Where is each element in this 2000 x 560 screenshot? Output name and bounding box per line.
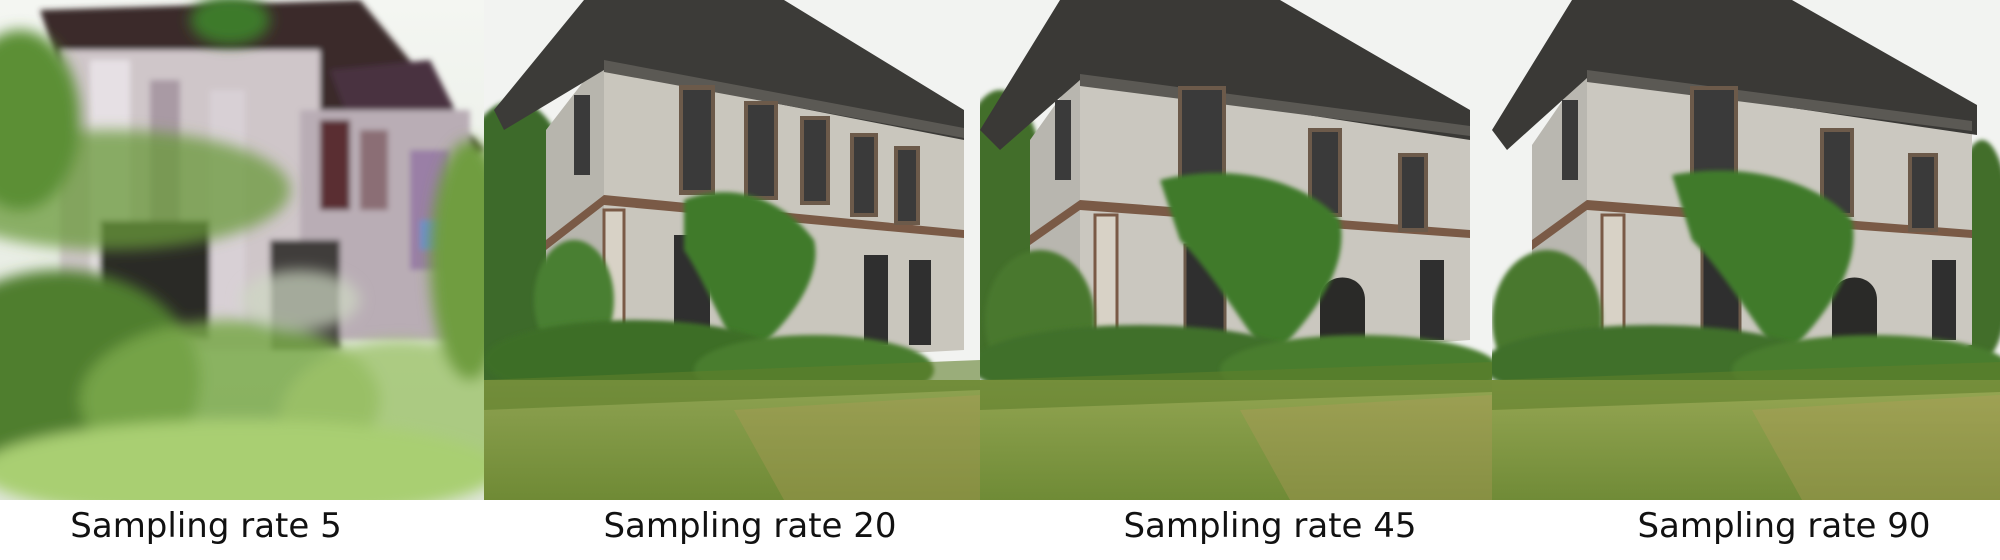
caption-sampling-45: Sampling rate 45 <box>1123 506 1417 546</box>
caption-sampling-20: Sampling rate 20 <box>603 506 897 546</box>
image-strip <box>0 0 2000 500</box>
house-image-90 <box>1492 0 2000 500</box>
caption-sampling-5: Sampling rate 5 <box>70 506 342 546</box>
house-image-blurry <box>0 0 484 500</box>
house-image-20 <box>484 0 980 500</box>
panel-sampling-5 <box>0 0 484 500</box>
house-image-45 <box>980 0 1492 500</box>
caption-sampling-90: Sampling rate 90 <box>1637 506 1931 546</box>
panel-sampling-20 <box>484 0 980 500</box>
panel-sampling-45 <box>980 0 1492 500</box>
panel-sampling-90 <box>1492 0 2000 500</box>
